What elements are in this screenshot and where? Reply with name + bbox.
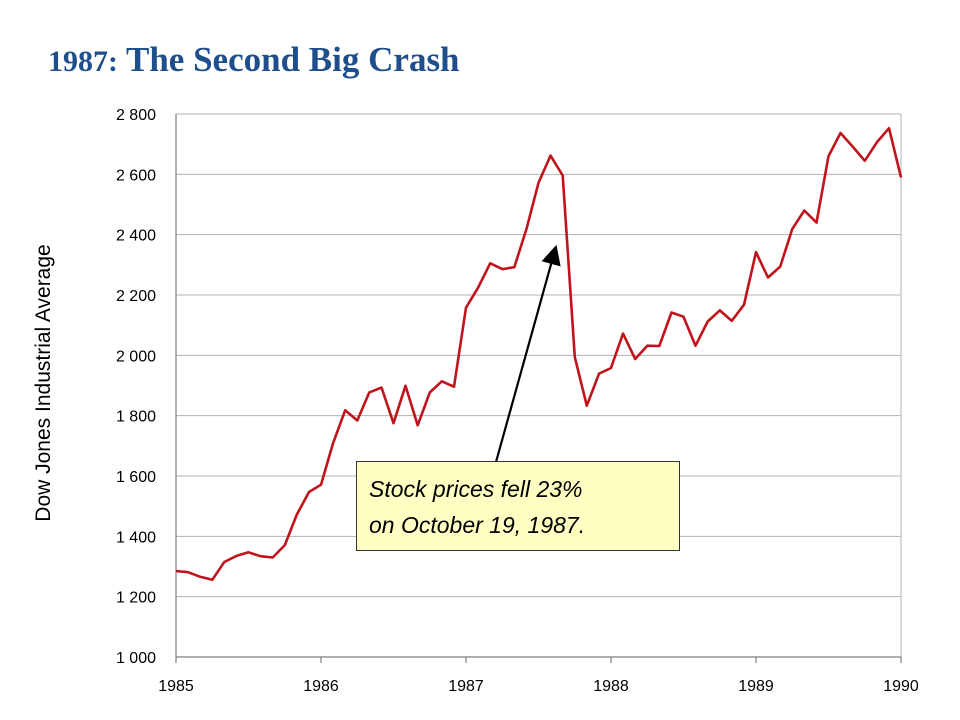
x-tick-label: 1986 [303, 678, 339, 695]
title-year: 1987: [48, 45, 118, 78]
x-tick-label: 1988 [593, 678, 629, 695]
title-text: The Second Big Crash [126, 40, 460, 79]
x-tick-label: 1989 [738, 678, 774, 695]
y-tick-label: 2 000 [116, 348, 156, 365]
y-tick-label: 1 400 [116, 529, 156, 546]
annotation-arrow [494, 244, 561, 463]
y-tick-label: 2 800 [116, 107, 156, 124]
x-tick-label: 1985 [158, 678, 194, 695]
x-tick-label: 1990 [883, 678, 919, 695]
annotation-line-1: Stock prices fell 23% [369, 476, 583, 502]
dow-series-line [175, 126, 903, 582]
y-axis-label: Dow Jones Industrial Average [32, 244, 55, 521]
y-tick-label: 1 200 [116, 590, 156, 607]
crash-annotation-callout: Stock prices fell 23% on October 19, 198… [356, 461, 680, 551]
y-tick-label: 1 000 [116, 650, 156, 667]
y-tick-label: 2 400 [116, 228, 156, 245]
y-tick-label: 2 600 [116, 167, 156, 184]
y-tick-label: 1 600 [116, 469, 156, 486]
y-tick-label: 1 800 [116, 409, 156, 426]
y-tick-label: 2 200 [116, 288, 156, 305]
annotation-line-2: on October 19, 1987. [369, 512, 586, 538]
page-title: 1987: The Second Big Crash [48, 40, 460, 80]
x-tick-label: 1987 [448, 678, 484, 695]
